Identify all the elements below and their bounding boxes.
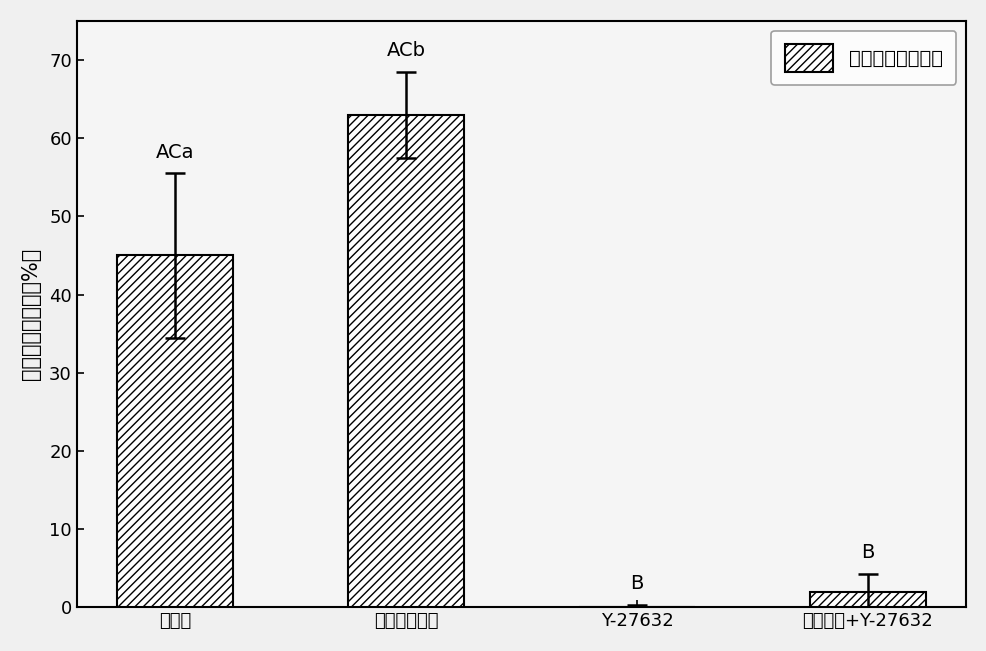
Bar [810, 592, 925, 607]
Text: B: B [861, 543, 874, 562]
Legend: 小鼠正常孵化胚胎: 小鼠正常孵化胚胎 [770, 31, 955, 85]
Bar [117, 255, 233, 607]
Bar [348, 115, 463, 607]
Text: B: B [630, 574, 643, 593]
Text: ACa: ACa [156, 143, 194, 161]
Y-axis label: 胚胎解冻复苏率（%）: 胚胎解冻复苏率（%） [21, 248, 40, 380]
Text: ACb: ACb [387, 41, 425, 60]
